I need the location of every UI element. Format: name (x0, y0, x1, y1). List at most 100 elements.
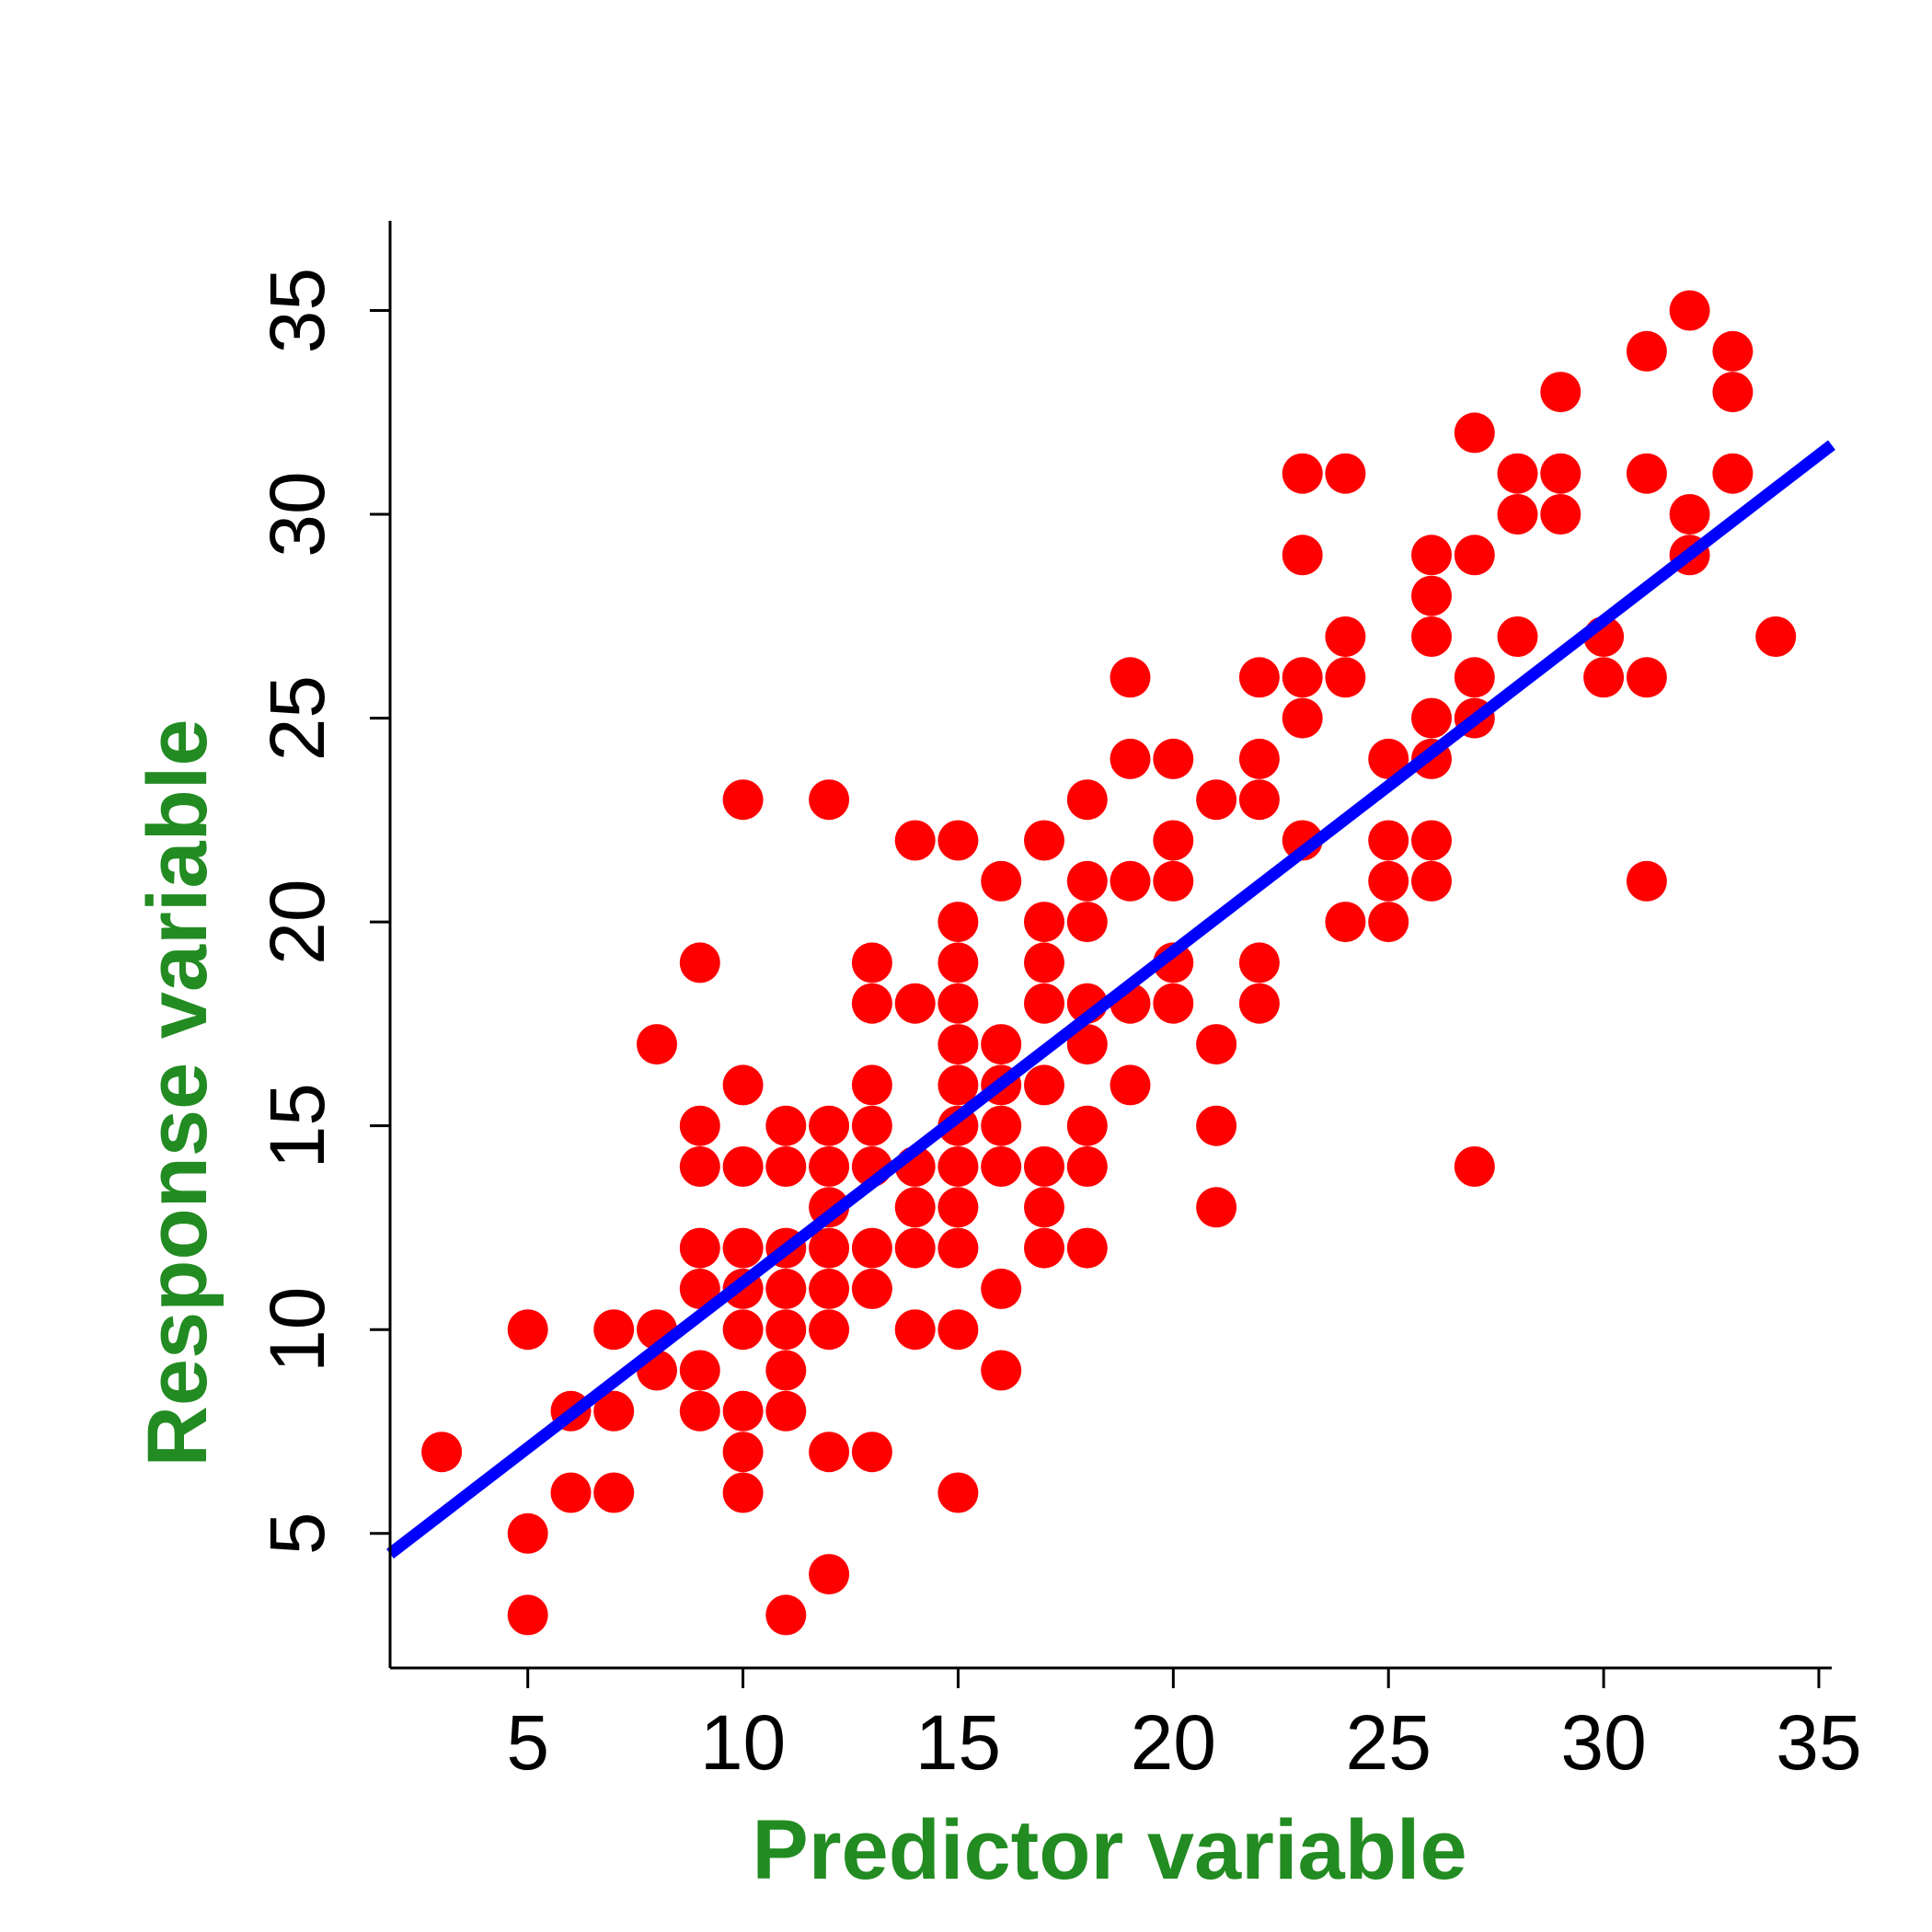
data-point (1454, 1146, 1495, 1187)
data-point (937, 1187, 979, 1228)
data-point (507, 1594, 548, 1636)
data-point (593, 1390, 635, 1432)
y-tick-label: 5 (254, 1512, 340, 1555)
data-point (1325, 453, 1366, 494)
data-point (937, 1227, 979, 1269)
y-tick-label: 30 (254, 471, 340, 557)
data-point (809, 1268, 850, 1309)
data-point (679, 1350, 720, 1391)
data-point (1066, 1105, 1108, 1146)
data-point (851, 1105, 892, 1146)
data-point (894, 983, 936, 1024)
data-point (894, 820, 936, 861)
data-point (981, 1350, 1022, 1391)
data-point (765, 1309, 807, 1351)
data-point (809, 1432, 850, 1473)
data-point (937, 983, 979, 1024)
data-point (1024, 820, 1064, 861)
data-point (1024, 1227, 1064, 1269)
data-point (1712, 330, 1754, 372)
data-point (1196, 1187, 1237, 1228)
data-point (937, 1064, 979, 1106)
data-point (851, 983, 892, 1024)
data-point (1325, 657, 1366, 698)
data-point (1282, 697, 1323, 739)
data-point (1368, 902, 1409, 943)
data-point (1325, 616, 1366, 657)
data-point (593, 1472, 635, 1513)
data-point (1411, 860, 1452, 902)
data-point (1024, 1146, 1064, 1187)
data-point (765, 1105, 807, 1146)
data-point (851, 1227, 892, 1269)
data-point (851, 1432, 892, 1473)
points-layer (421, 290, 1797, 1636)
data-point (1066, 902, 1108, 943)
data-point (1024, 983, 1064, 1024)
data-point (1110, 1064, 1151, 1106)
x-tick-label: 35 (1776, 1699, 1861, 1786)
data-point (722, 1064, 764, 1106)
data-point (1153, 860, 1194, 902)
data-point (1712, 453, 1754, 494)
data-point (1540, 494, 1581, 535)
data-point (894, 1187, 936, 1228)
data-point (981, 1105, 1022, 1146)
data-point (809, 1227, 850, 1269)
data-point (1238, 657, 1280, 698)
data-point (1196, 1024, 1237, 1065)
data-point (550, 1472, 592, 1513)
data-point (1669, 494, 1710, 535)
data-point (1325, 902, 1366, 943)
data-point (1024, 1187, 1064, 1228)
data-point (809, 1105, 850, 1146)
y-tick-label: 15 (254, 1083, 340, 1168)
x-tick-label: 15 (915, 1699, 1001, 1786)
data-point (679, 1105, 720, 1146)
data-point (1497, 453, 1538, 494)
data-point (1066, 779, 1108, 821)
data-point (1238, 738, 1280, 779)
data-point (809, 1309, 850, 1351)
tick-labels-layer: 5 10 15 20 25 30 35 5 10 15 20 25 30 35 (254, 268, 1862, 1786)
data-point (981, 860, 1022, 902)
data-point (981, 1024, 1022, 1065)
data-point (1626, 330, 1667, 372)
data-point (1282, 657, 1323, 698)
data-point (1238, 942, 1280, 983)
y-tick-label: 20 (254, 879, 340, 964)
data-point (722, 1390, 764, 1432)
x-tick-label: 25 (1345, 1699, 1431, 1786)
data-point (1540, 453, 1581, 494)
data-point (1411, 697, 1452, 739)
data-point (1282, 535, 1323, 576)
data-point (1454, 657, 1495, 698)
data-point (679, 1146, 720, 1187)
data-point (507, 1309, 548, 1351)
data-point (679, 942, 720, 983)
data-point (1282, 453, 1323, 494)
data-point (1196, 779, 1237, 821)
data-point (851, 1064, 892, 1106)
data-point (1454, 412, 1495, 454)
data-point (1024, 942, 1064, 983)
data-point (937, 1146, 979, 1187)
data-point (1110, 738, 1151, 779)
data-point (765, 1268, 807, 1309)
data-point (809, 1146, 850, 1187)
y-tick-label: 10 (254, 1286, 340, 1372)
data-point (937, 1309, 979, 1351)
data-point (1066, 1024, 1108, 1065)
data-point (593, 1309, 635, 1351)
x-axis-title: Predictor variable (752, 1803, 1466, 1897)
data-point (1583, 657, 1625, 698)
data-point (937, 1472, 979, 1513)
data-point (1110, 860, 1151, 902)
data-point (722, 1309, 764, 1351)
data-point (1368, 820, 1409, 861)
data-point (722, 1227, 764, 1269)
data-point (1755, 616, 1797, 657)
data-point (809, 779, 850, 821)
data-point (1411, 616, 1452, 657)
